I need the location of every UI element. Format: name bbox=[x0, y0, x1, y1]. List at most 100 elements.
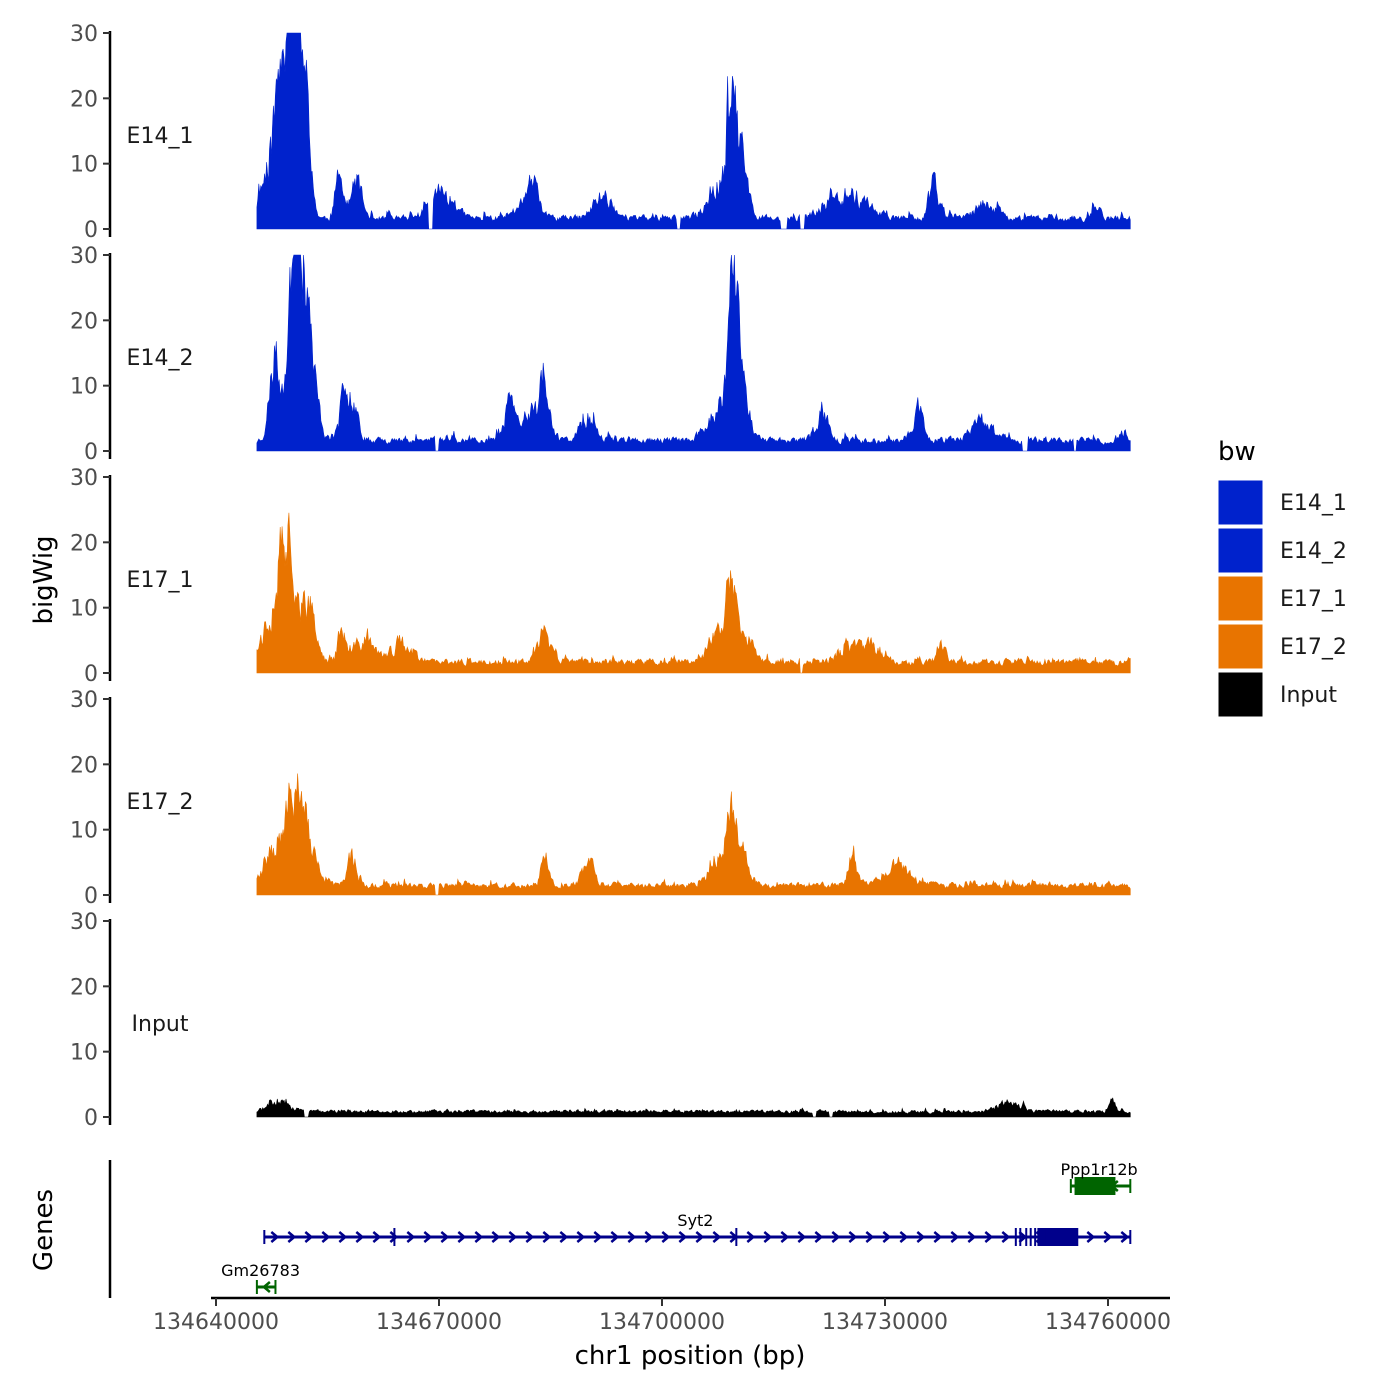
strand-chevron bbox=[389, 1231, 399, 1243]
y-tick-label: 30 bbox=[70, 244, 98, 269]
strand-chevron bbox=[304, 1231, 314, 1243]
gene-exon bbox=[1074, 1177, 1116, 1195]
strand-chevron bbox=[270, 1231, 280, 1243]
legend-swatch-E14_2 bbox=[1217, 527, 1264, 574]
y-tick-label: 20 bbox=[70, 309, 98, 334]
gene-Syt2: Syt2 bbox=[263, 1211, 1132, 1246]
signal-tracks: 0 10 20 30 E14_1 0 10 20 30 E14_2 0 10 20 30 E17_1 0 10 2… bbox=[70, 22, 1131, 1131]
y-tick-label: 30 bbox=[70, 466, 98, 491]
y-tick-label: 0 bbox=[84, 218, 98, 243]
strand-chevron bbox=[661, 1231, 671, 1243]
strand-chevron bbox=[848, 1231, 858, 1243]
strand-chevron bbox=[1086, 1231, 1096, 1243]
legend-swatch-E17_2 bbox=[1217, 623, 1264, 670]
strand-chevron bbox=[899, 1231, 909, 1243]
signal-area-E14_2 bbox=[256, 254, 1131, 452]
strand-chevron bbox=[610, 1231, 620, 1243]
legend-label-E17_2: E17_2 bbox=[1280, 635, 1347, 660]
gene-label-Syt2: Syt2 bbox=[677, 1211, 713, 1230]
y-tick-label: 10 bbox=[70, 375, 98, 400]
track-label-E17_2: E17_2 bbox=[127, 790, 194, 815]
signal-area-E14_1 bbox=[256, 32, 1131, 230]
x-tick-label: 134730000 bbox=[822, 1310, 948, 1335]
strand-chevron bbox=[967, 1231, 977, 1243]
x-tick-label: 134760000 bbox=[1045, 1310, 1171, 1335]
track-label-E14_1: E14_1 bbox=[127, 124, 194, 149]
strand-chevron bbox=[355, 1231, 365, 1243]
strand-chevron bbox=[321, 1231, 331, 1243]
strand-chevron bbox=[440, 1231, 450, 1243]
strand-chevron bbox=[372, 1231, 382, 1243]
x-axis: 134640000 134670000 134700000 134730000 1347… bbox=[153, 1296, 1171, 1335]
strand-chevron bbox=[559, 1231, 569, 1243]
strand-chevron bbox=[695, 1231, 705, 1243]
y-tick-label: 20 bbox=[70, 753, 98, 778]
strand-chevron bbox=[644, 1231, 654, 1243]
strand-chevron bbox=[950, 1231, 960, 1243]
strand-chevron bbox=[933, 1231, 943, 1243]
y-tick-label: 0 bbox=[84, 884, 98, 909]
legend-title: bw bbox=[1218, 437, 1256, 467]
strand-chevron bbox=[287, 1231, 297, 1243]
y-tick-label: 0 bbox=[84, 440, 98, 465]
strand-chevron bbox=[508, 1231, 518, 1243]
strand-chevron bbox=[678, 1231, 688, 1243]
track-label-E17_1: E17_1 bbox=[127, 568, 194, 593]
strand-chevron bbox=[457, 1231, 467, 1243]
legend-label-Input: Input bbox=[1280, 683, 1337, 708]
strand-chevron bbox=[712, 1231, 722, 1243]
strand-chevron bbox=[1001, 1231, 1011, 1243]
strand-chevron bbox=[1103, 1231, 1113, 1243]
gene-exon bbox=[1037, 1228, 1079, 1246]
strand-chevron bbox=[882, 1231, 892, 1243]
strand-chevron bbox=[338, 1231, 348, 1243]
y-tick-label: 0 bbox=[84, 1106, 98, 1131]
legend-swatch-E17_1 bbox=[1217, 575, 1264, 622]
y-tick-label: 0 bbox=[84, 662, 98, 687]
strand-chevron bbox=[525, 1231, 535, 1243]
track-label-Input: Input bbox=[132, 1012, 189, 1037]
signal-area-E17_1 bbox=[256, 512, 1131, 674]
y-tick-label: 10 bbox=[70, 597, 98, 622]
strand-chevron bbox=[406, 1231, 416, 1243]
x-axis-title: chr1 position (bp) bbox=[575, 1341, 806, 1371]
x-tick-label: 134700000 bbox=[599, 1310, 725, 1335]
y-tick-label: 30 bbox=[70, 688, 98, 713]
strand-chevron bbox=[984, 1231, 994, 1243]
y-tick-label: 10 bbox=[70, 819, 98, 844]
strand-chevron bbox=[916, 1231, 926, 1243]
strand-chevron bbox=[593, 1231, 603, 1243]
gene-label-Gm26783: Gm26783 bbox=[221, 1261, 300, 1280]
strand-chevron bbox=[763, 1231, 773, 1243]
track-E17_1: 0 10 20 30 E17_1 bbox=[70, 466, 1131, 687]
y-tick-label: 30 bbox=[70, 22, 98, 47]
strand-chevron bbox=[423, 1231, 433, 1243]
legend-label-E14_1: E14_1 bbox=[1280, 491, 1347, 516]
legend-label-E17_1: E17_1 bbox=[1280, 587, 1347, 612]
strand-chevron bbox=[831, 1231, 841, 1243]
gene-track-title: Genes bbox=[29, 1189, 59, 1271]
track-E17_2: 0 10 20 30 E17_2 bbox=[70, 688, 1131, 909]
legend-swatch-Input bbox=[1217, 671, 1264, 718]
strand-chevron bbox=[491, 1231, 501, 1243]
gene-label-Ppp1r12b: Ppp1r12b bbox=[1060, 1160, 1137, 1179]
strand-chevron bbox=[797, 1231, 807, 1243]
legend-label-E14_2: E14_2 bbox=[1280, 539, 1347, 564]
strand-chevron bbox=[627, 1231, 637, 1243]
strand-chevron bbox=[261, 1281, 271, 1293]
gene-Gm26783: Gm26783 bbox=[221, 1261, 300, 1294]
y-axis-title: bigWig bbox=[29, 535, 59, 624]
y-tick-label: 20 bbox=[70, 975, 98, 1000]
strand-chevron bbox=[746, 1231, 756, 1243]
x-tick-label: 134640000 bbox=[153, 1310, 279, 1335]
legend-swatch-E14_1 bbox=[1217, 479, 1264, 526]
strand-chevron bbox=[576, 1231, 586, 1243]
y-tick-label: 20 bbox=[70, 531, 98, 556]
gene-Ppp1r12b: Ppp1r12b bbox=[1060, 1160, 1138, 1195]
track-E14_2: 0 10 20 30 E14_2 bbox=[70, 244, 1131, 465]
track-label-E14_2: E14_2 bbox=[127, 346, 194, 371]
track-E14_1: 0 10 20 30 E14_1 bbox=[70, 22, 1131, 243]
y-tick-label: 20 bbox=[70, 87, 98, 112]
strand-chevron bbox=[780, 1231, 790, 1243]
strand-chevron bbox=[474, 1231, 484, 1243]
